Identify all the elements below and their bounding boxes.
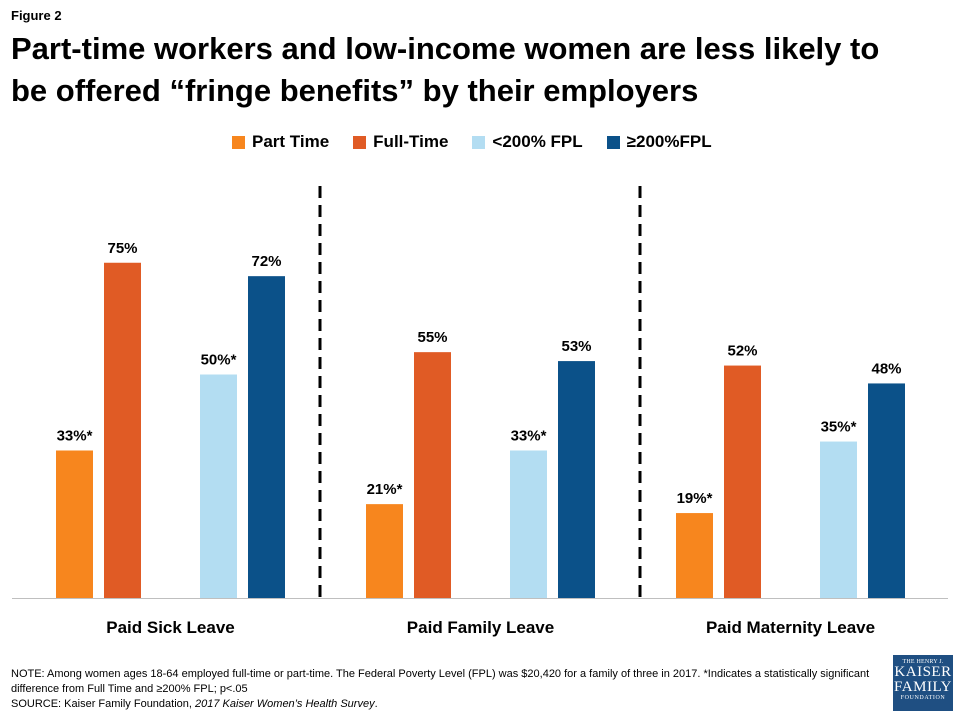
data-label-paid-sick-leave-full-time: 75% (107, 240, 137, 257)
legend-item-full-time: Full-Time (353, 132, 448, 152)
legend-label-below-200-fpl: <200% FPL (492, 132, 583, 151)
kff-logo: THE HENRY J. KAISER FAMILY FOUNDATION (893, 655, 953, 711)
logo-line-4: FOUNDATION (900, 695, 946, 701)
legend: Part Time Full-Time <200% FPL ≥200%FPL (232, 132, 736, 152)
data-label-paid-sick-leave-below-200-fpl: 50%* (201, 352, 237, 369)
source-report: 2017 Kaiser Women’s Health Survey (195, 698, 375, 710)
legend-swatch-below-200-fpl (472, 135, 486, 149)
data-label-paid-family-leave-below-200-fpl: 33%* (511, 427, 547, 444)
logo-line-2: KAISER (894, 664, 952, 680)
legend-swatch-full-time (353, 135, 367, 149)
bar-paid-maternity-leave-full-time (724, 365, 761, 598)
source-suffix: . (374, 698, 378, 710)
bar-paid-family-leave-part-time (366, 504, 403, 598)
bar-paid-maternity-leave-below-200-fpl (820, 441, 857, 598)
data-label-paid-family-leave-full-time: 55% (417, 329, 447, 346)
logo-line-1: THE HENRY J. (902, 659, 944, 665)
note-text: NOTE: Among women ages 18-64 employed fu… (11, 668, 870, 695)
bar-paid-family-leave-below-200-fpl (510, 450, 547, 598)
data-label-paid-maternity-leave-part-time: 19%* (677, 490, 713, 507)
bar-paid-maternity-leave-part-time (676, 513, 713, 598)
bar-paid-sick-leave-part-time (56, 450, 93, 598)
data-label-paid-maternity-leave-above-200-fpl: 48% (871, 360, 901, 377)
bar-paid-family-leave-full-time (414, 352, 451, 598)
category-label-paid-sick-leave: Paid Sick Leave (106, 618, 235, 637)
legend-label-full-time: Full-Time (373, 132, 449, 151)
figure-label: Figure 2 (11, 8, 62, 23)
data-label-paid-sick-leave-above-200-fpl: 72% (251, 253, 281, 270)
category-label-paid-family-leave: Paid Family Leave (407, 618, 554, 637)
source-prefix: SOURCE: Kaiser Family Foundation, (11, 698, 196, 710)
footnotes: NOTE: Among women ages 18-64 employed fu… (11, 667, 871, 712)
source-text: SOURCE: Kaiser Family Foundation, 2017 K… (11, 697, 871, 712)
legend-item-above-200-fpl: ≥200%FPL (606, 132, 712, 152)
data-label-paid-family-leave-above-200-fpl: 53% (561, 338, 591, 355)
legend-label-part-time: Part Time (252, 132, 330, 151)
bar-paid-maternity-leave-above-200-fpl (868, 383, 905, 598)
logo-line-3: FAMILY (894, 679, 952, 695)
legend-swatch-part-time (232, 135, 245, 149)
legend-swatch-above-200-fpl (606, 135, 620, 149)
category-label-paid-maternity-leave: Paid Maternity Leave (706, 618, 875, 637)
title-line-1: Part-time workers and low-income women a… (11, 31, 880, 66)
data-label-paid-maternity-leave-full-time: 52% (727, 343, 757, 360)
data-label-paid-family-leave-part-time: 21%* (367, 481, 403, 498)
data-label-paid-sick-leave-part-time: 33%* (57, 427, 93, 444)
bar-chart: 33%* 75% 50%* 72% Paid Sick Leave 21%* 55% 33%*… (12, 186, 948, 637)
legend-label-above-200-fpl: ≥200%FPL (626, 132, 712, 151)
bar-paid-sick-leave-above-200-fpl (248, 276, 285, 598)
bar-paid-sick-leave-below-200-fpl (200, 374, 237, 598)
data-label-paid-maternity-leave-below-200-fpl: 35%* (821, 419, 857, 436)
title-line-2: be offered “fringe benefits” by their em… (11, 73, 699, 108)
legend-item-below-200-fpl: <200% FPL (472, 132, 583, 152)
chart-title: Part-time workers and low-income women a… (11, 28, 946, 112)
legend-item-part-time: Part Time (232, 132, 329, 152)
bar-paid-sick-leave-full-time (104, 262, 141, 598)
bar-paid-family-leave-above-200-fpl (558, 361, 595, 598)
